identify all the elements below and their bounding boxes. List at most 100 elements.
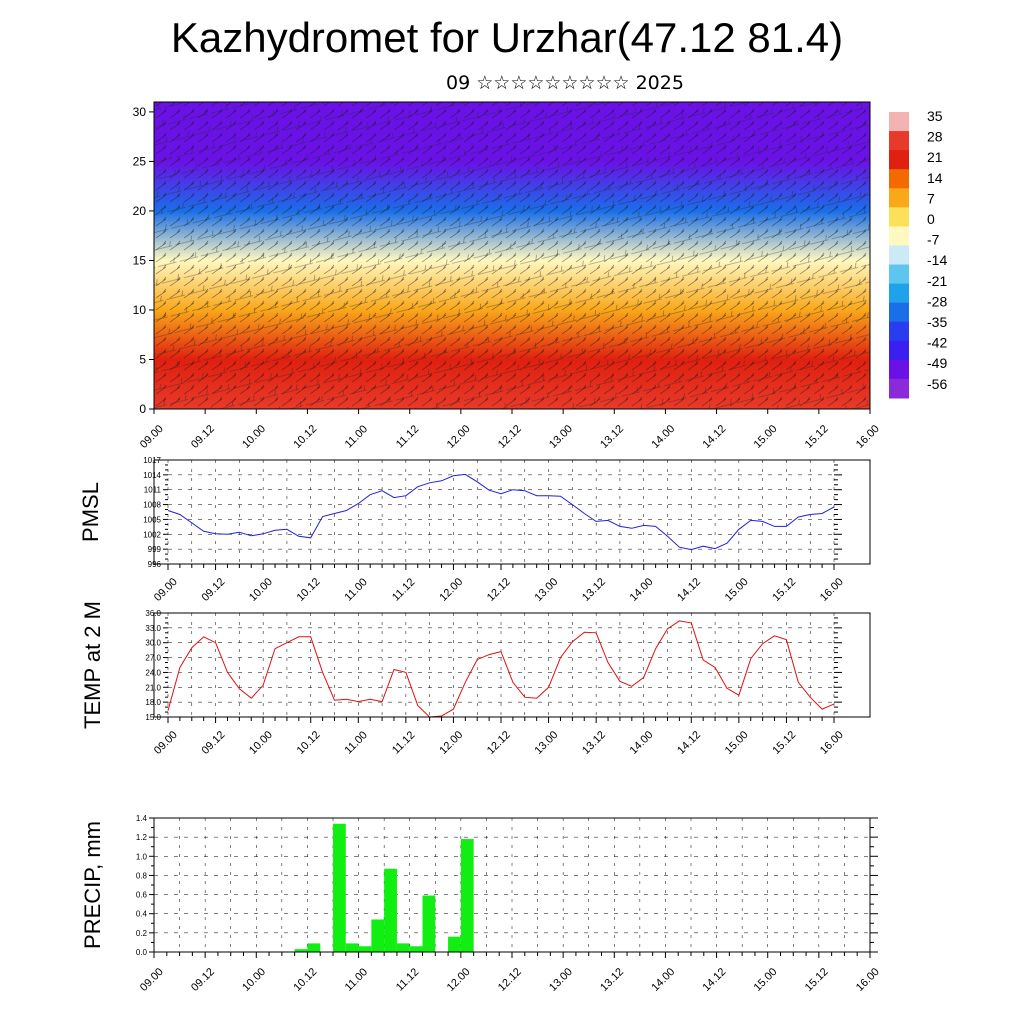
x-tick-label: 14.12 — [700, 423, 728, 451]
y-tick-label: 15 — [133, 253, 147, 267]
x-tick-label: 12.12 — [485, 576, 513, 604]
y-tick-label: 0 — [139, 402, 146, 416]
colorbar-swatch — [889, 378, 909, 399]
pmsl-ylabel: PMSL — [78, 482, 103, 542]
x-tick-label: 10.00 — [247, 729, 275, 757]
y-tick-label: 33.0 — [145, 624, 161, 633]
precip-bar — [422, 895, 436, 952]
pmsl-frame — [153, 459, 871, 565]
x-tick-label: 11.12 — [390, 729, 417, 756]
x-tick-label: 10.12 — [295, 576, 323, 604]
colorbar-swatch — [889, 264, 909, 285]
cross-section-frame — [153, 101, 871, 410]
precip-bar — [307, 943, 321, 952]
colorbar-label: -42 — [927, 335, 947, 351]
x-tick-label: 11.00 — [342, 576, 369, 603]
colorbar-swatch — [889, 359, 909, 380]
colorbar-swatch — [889, 226, 909, 246]
y-tick-label: 0.8 — [136, 871, 148, 880]
temp-grid — [167, 612, 835, 718]
temp-series-line — [167, 620, 835, 718]
colorbar-label: 35 — [927, 108, 943, 124]
x-tick-label: 15.00 — [723, 729, 751, 757]
chart-subtitle: 09 ☆☆☆☆☆☆☆☆☆ 2025 — [446, 72, 684, 94]
x-tick-label: 10.00 — [240, 423, 268, 451]
x-tick-label: 15.12 — [770, 576, 798, 604]
x-tick-label: 16.00 — [854, 966, 882, 994]
colorbar-swatch — [889, 245, 909, 266]
colorbar-label: -21 — [927, 273, 947, 289]
x-tick-label: 10.12 — [295, 729, 323, 757]
colorbar: 35 28 21 14 7 0 -7 -14 -21 -28 -35 -42 -49 -56 — [889, 108, 947, 399]
precip-bar — [333, 823, 346, 952]
y-tick-label: 0.4 — [136, 910, 148, 919]
x-tick-label: 11.00 — [342, 729, 369, 756]
cross-section-panel: 0 5 10 15 20 25 30 09.00 09.12 10.00 10.12 11.00 11… — [133, 101, 882, 451]
colorbar-label: 7 — [927, 190, 935, 206]
x-tick-label: 10.00 — [240, 966, 268, 994]
x-tick-label: 10.12 — [291, 966, 319, 994]
temp-frame — [153, 612, 871, 718]
pmsl-grid — [167, 459, 835, 565]
x-tick-label: 14.00 — [628, 576, 656, 604]
x-tick-label: 10.00 — [247, 576, 275, 604]
cross-section-x-axis: 09.00 09.12 10.00 10.12 11.00 11.12 12.00 12.12… — [138, 409, 882, 451]
precip-bar — [448, 936, 461, 952]
y-tick-label: 0.2 — [136, 929, 148, 938]
y-tick-label: 1011 — [144, 486, 162, 495]
x-tick-label: 13.12 — [580, 576, 608, 604]
x-tick-label: 12.12 — [496, 423, 524, 451]
y-tick-label: 30 — [133, 105, 147, 119]
y-tick-label: 1014 — [143, 471, 161, 480]
temp-x-axis: 09.00 09.12 10.00 10.12 11.00 11.12 12.00 12.12… — [152, 717, 846, 757]
y-tick-label: 1.4 — [136, 814, 148, 823]
y-tick-label: 1017 — [143, 456, 161, 465]
colorbar-swatch — [889, 131, 909, 151]
precip-ylabel: PRECIP, mm — [80, 821, 105, 949]
x-tick-label: 09.00 — [152, 729, 180, 757]
x-tick-label: 14.12 — [700, 966, 728, 994]
colorbar-swatch — [889, 112, 909, 132]
temp-ylabel: TEMP at 2 M — [80, 601, 105, 729]
y-tick-label: 1002 — [143, 530, 161, 539]
x-tick-label: 14.12 — [675, 576, 703, 604]
x-tick-label: 11.00 — [343, 966, 370, 993]
y-tick-label: 25 — [133, 154, 147, 168]
precip-bar — [345, 943, 359, 952]
x-tick-label: 13.00 — [532, 576, 560, 604]
colorbar-label: -7 — [927, 232, 940, 248]
colorbar-label: 28 — [927, 129, 943, 145]
x-tick-label: 14.12 — [675, 729, 703, 757]
colorbar-label: -14 — [927, 252, 947, 268]
x-tick-label: 11.12 — [390, 576, 417, 603]
temp-panel: 15.018.021.024.027.030.033.036.0 09.00 09… — [80, 601, 871, 757]
y-tick-label: 27.0 — [145, 654, 161, 663]
precip-frame — [153, 817, 871, 953]
y-tick-label: 36.0 — [145, 609, 161, 618]
y-tick-label: 1.0 — [136, 852, 148, 861]
y-tick-label: 0.0 — [136, 948, 148, 957]
x-tick-label: 14.00 — [649, 423, 677, 451]
colorbar-swatch — [889, 150, 909, 170]
x-tick-label: 16.00 — [818, 576, 846, 604]
precip-bar — [358, 946, 372, 952]
x-tick-label: 15.00 — [752, 966, 780, 994]
precip-x-axis: 09.00 09.12 10.00 10.12 11.00 11.12 12.00 12.12… — [138, 952, 882, 994]
colorbar-label: -28 — [927, 293, 947, 309]
y-tick-label: 24.0 — [145, 668, 161, 677]
x-tick-label: 09.12 — [199, 729, 227, 757]
x-tick-label: 11.00 — [343, 423, 370, 450]
precip-bar — [371, 919, 385, 952]
y-tick-label: 15.0 — [145, 713, 161, 722]
x-tick-label: 14.00 — [628, 729, 656, 757]
x-tick-label: 11.12 — [394, 966, 421, 993]
x-tick-label: 15.00 — [752, 423, 780, 451]
precip-bar — [384, 868, 397, 952]
x-tick-label: 16.00 — [854, 423, 882, 451]
colorbar-label: 0 — [927, 211, 935, 227]
x-tick-label: 12.00 — [445, 966, 473, 994]
x-tick-label: 16.00 — [818, 729, 846, 757]
